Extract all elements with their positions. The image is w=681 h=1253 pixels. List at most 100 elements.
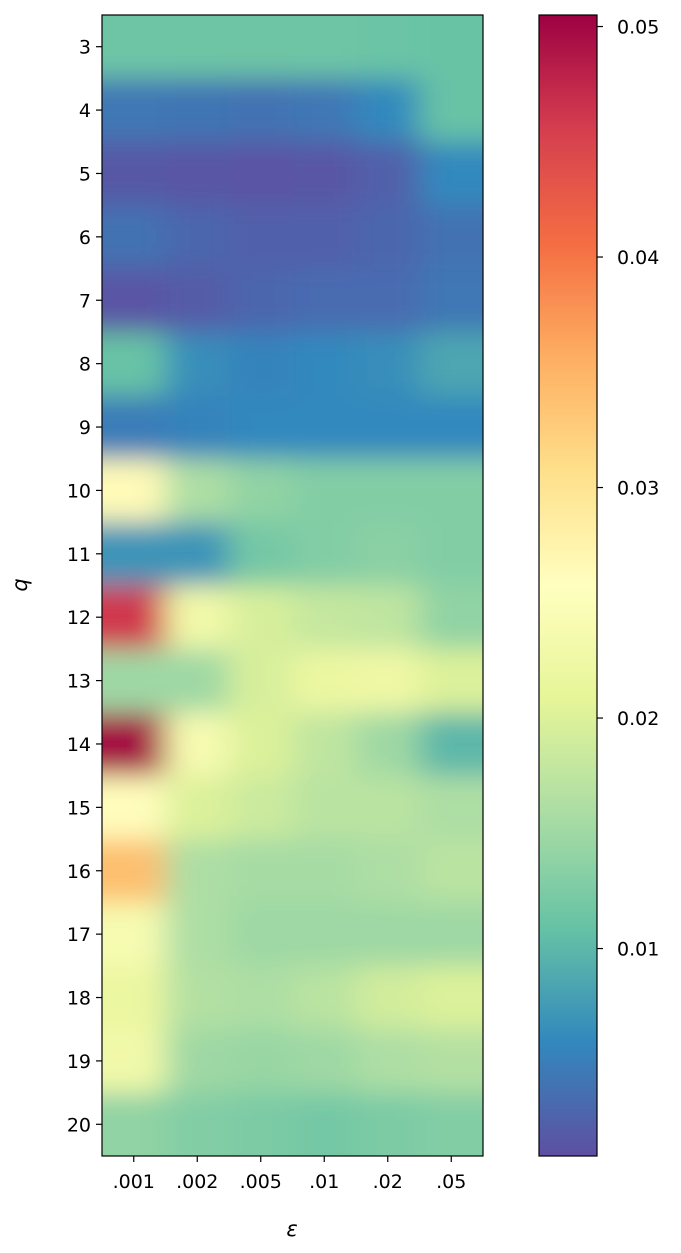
y-tick-label: 15 xyxy=(67,797,91,819)
heatmap-cell xyxy=(165,902,230,967)
heatmap-cell xyxy=(419,331,483,396)
heatmap-cell xyxy=(102,141,167,206)
heatmap-cell xyxy=(356,648,421,713)
heatmap-cell xyxy=(419,775,483,840)
y-tick-label: 13 xyxy=(67,671,91,693)
heatmap-cell xyxy=(292,331,357,396)
heatmap-cell xyxy=(419,839,483,904)
x-tick-label: .002 xyxy=(176,1171,218,1193)
heatmap-cell xyxy=(102,15,167,79)
y-tick-label: 5 xyxy=(79,163,91,185)
heatmap-cell xyxy=(165,522,230,587)
heatmap-cell xyxy=(292,268,357,333)
heatmap-cell xyxy=(102,712,167,777)
y-tick-label: 9 xyxy=(79,417,91,439)
heatmap-cell xyxy=(356,458,421,523)
heatmap-cell xyxy=(229,78,294,143)
y-tick-label: 16 xyxy=(67,861,91,883)
heatmap-cell xyxy=(165,1092,230,1156)
heatmap-cell xyxy=(356,268,421,333)
heatmap-cell xyxy=(102,522,167,587)
y-tick-label: 3 xyxy=(79,37,91,59)
heatmap-cell xyxy=(165,712,230,777)
heatmap-cell xyxy=(292,395,357,460)
heatmap-cell xyxy=(356,902,421,967)
heatmap-cell xyxy=(356,78,421,143)
heatmap-cell xyxy=(165,1029,230,1094)
heatmap-cell xyxy=(102,965,167,1030)
heatmap-cell xyxy=(229,775,294,840)
heatmap-cell xyxy=(102,458,167,523)
heatmap-cell xyxy=(102,1029,167,1094)
heatmap-cell xyxy=(229,712,294,777)
y-tick-label: 11 xyxy=(67,544,91,566)
heatmap-cell xyxy=(419,268,483,333)
heatmap-cell xyxy=(165,775,230,840)
y-tick-label: 10 xyxy=(67,480,91,502)
heatmap-cell xyxy=(165,965,230,1030)
colorbar-tick-label: 0.02 xyxy=(617,708,659,730)
heatmap-cell xyxy=(229,268,294,333)
heatmap-cell xyxy=(165,205,230,270)
heatmap-cell xyxy=(292,141,357,206)
heatmap-cell xyxy=(419,902,483,967)
plot-frame xyxy=(101,14,484,1157)
y-tick-label: 19 xyxy=(67,1051,91,1073)
heatmap-cell xyxy=(292,15,357,79)
heatmap-cell xyxy=(292,522,357,587)
x-tick-label: .01 xyxy=(309,1171,339,1193)
heatmap-cell xyxy=(356,1029,421,1094)
heatmap-cell xyxy=(419,522,483,587)
heatmap-cell xyxy=(165,839,230,904)
heatmap-cell xyxy=(102,648,167,713)
heatmap-cell xyxy=(229,902,294,967)
heatmap-cell xyxy=(356,839,421,904)
x-axis: .001 .002 .005 .01 .02 .05 xyxy=(113,1156,466,1193)
y-tick-label: 8 xyxy=(79,354,91,376)
y-tick-label: 20 xyxy=(67,1114,91,1136)
heatmap-cell xyxy=(292,205,357,270)
x-tick-label: .02 xyxy=(373,1171,403,1193)
colorbar-frame xyxy=(538,14,598,1157)
heatmap-cell xyxy=(229,1092,294,1156)
heatmap-cell xyxy=(292,78,357,143)
heatmap-cell xyxy=(356,712,421,777)
colorbar-tick-label: 0.05 xyxy=(617,17,659,39)
heatmap-cell xyxy=(356,1092,421,1156)
heatmap-cell xyxy=(102,775,167,840)
y-tick-label: 17 xyxy=(67,924,91,946)
heatmap-cell xyxy=(165,78,230,143)
heatmap-cell xyxy=(165,458,230,523)
heatmap-cell xyxy=(102,78,167,143)
heatmap-cell xyxy=(102,902,167,967)
heatmap-cell xyxy=(419,585,483,650)
heatmap-cell xyxy=(165,331,230,396)
heatmap-cell xyxy=(419,458,483,523)
heatmap-cell xyxy=(229,585,294,650)
x-tick-label: .05 xyxy=(436,1171,466,1193)
heatmap-cell xyxy=(419,1092,483,1156)
heatmap-cells xyxy=(102,15,483,1156)
y-tick-label: 6 xyxy=(79,227,91,249)
y-tick-label: 4 xyxy=(79,100,91,122)
x-axis-label: ε xyxy=(286,1217,297,1241)
heatmap-cell xyxy=(229,1029,294,1094)
heatmap-cell xyxy=(292,1092,357,1156)
y-tick-label: 14 xyxy=(67,734,91,756)
heatmap-cell xyxy=(356,141,421,206)
heatmap-cell xyxy=(229,522,294,587)
heatmap-cell xyxy=(292,648,357,713)
heatmap-cell xyxy=(292,712,357,777)
heatmap-cell xyxy=(419,15,483,79)
heatmap-cell xyxy=(356,205,421,270)
colorbar-ticks: 0.01 0.02 0.03 0.04 0.05 xyxy=(597,17,659,961)
heatmap-cell xyxy=(165,395,230,460)
heatmap-cell xyxy=(419,712,483,777)
plot-area xyxy=(101,14,484,1157)
heatmap-cell xyxy=(419,1029,483,1094)
heatmap-cell xyxy=(165,15,230,79)
heatmap-cell xyxy=(356,15,421,79)
heatmap-cell xyxy=(229,458,294,523)
colorbar-gradient xyxy=(539,15,597,1156)
